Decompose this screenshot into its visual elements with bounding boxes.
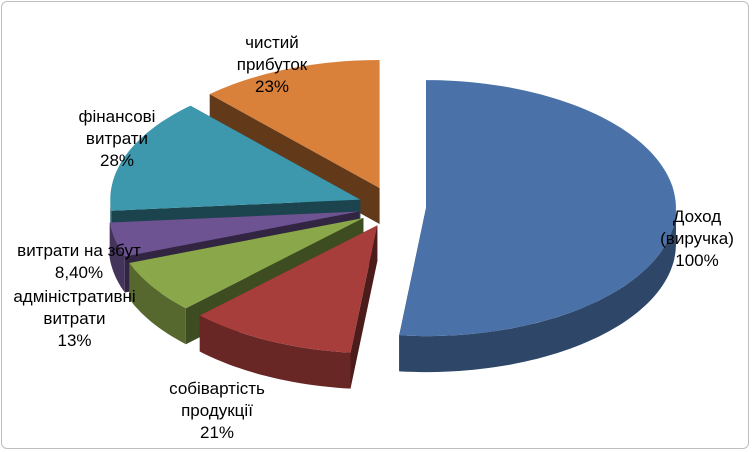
category-label: собівартість продукції bbox=[169, 379, 265, 420]
value-label: 28% bbox=[99, 151, 135, 170]
slice-side bbox=[199, 315, 351, 389]
value-label: 13% bbox=[57, 331, 92, 350]
slice bbox=[110, 105, 361, 211]
slice-side bbox=[109, 222, 125, 293]
value-label: 23% bbox=[254, 77, 290, 96]
category-label: адміністративні витрати bbox=[13, 287, 136, 328]
category-label: Доход (виручка) bbox=[660, 207, 734, 248]
value-label: 100% bbox=[675, 251, 719, 270]
value-label: 8,40% bbox=[54, 263, 104, 282]
slice-label: собівартість продукції 21% bbox=[142, 378, 292, 444]
slice bbox=[209, 60, 380, 188]
slice bbox=[109, 211, 359, 257]
slice bbox=[399, 80, 676, 337]
category-label: витрати на збут bbox=[17, 241, 141, 260]
slice-wall bbox=[350, 225, 378, 389]
slice-label: фінансові витрати 28% bbox=[62, 106, 172, 172]
slice-side bbox=[399, 208, 676, 373]
slice-label: витрати на збут 8,40% bbox=[4, 240, 154, 284]
slice-label: адміністративні витрати 13% bbox=[12, 286, 137, 352]
category-label: фінансові витрати bbox=[78, 107, 156, 148]
slice-label: Доход (виручка) 100% bbox=[642, 206, 752, 272]
category-label: чистий прибуток bbox=[236, 33, 308, 74]
slice-label: чистий прибуток 23% bbox=[217, 32, 327, 98]
slice-side bbox=[129, 263, 186, 345]
value-label: 21% bbox=[199, 423, 235, 442]
slice bbox=[129, 218, 364, 309]
slice bbox=[199, 225, 378, 353]
